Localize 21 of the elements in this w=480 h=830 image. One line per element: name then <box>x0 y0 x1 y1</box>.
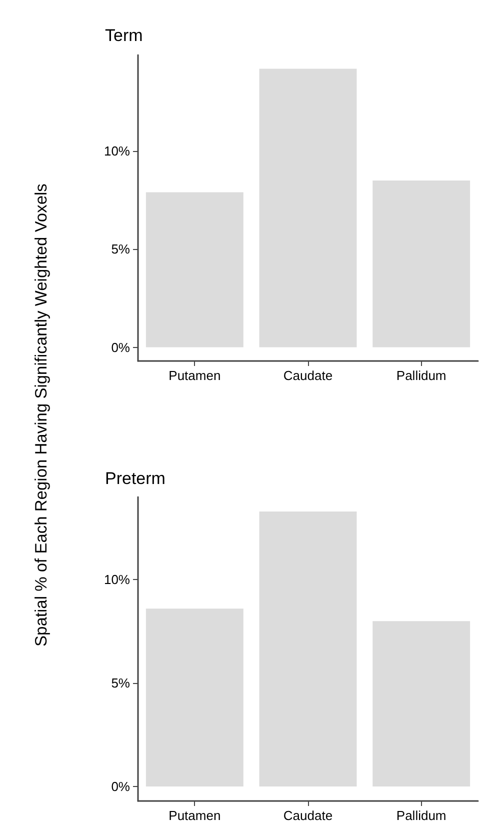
bar <box>259 68 357 348</box>
y-tick-label: 0% <box>111 340 130 355</box>
bar <box>146 608 244 787</box>
y-tick-label: 0% <box>111 779 130 794</box>
y-tick-label: 10% <box>104 144 130 159</box>
y-tick-label: 5% <box>111 676 130 691</box>
y-tick-label: 10% <box>104 572 130 588</box>
bar <box>372 180 470 348</box>
x-tick-label: Putamen <box>168 368 221 383</box>
chart-title: Preterm <box>105 469 166 488</box>
y-axis-title: Spatial % of Each Region Having Significantly Weighted Voxels <box>32 184 52 646</box>
x-tick-label: Caudate <box>283 808 333 823</box>
x-tick-label: Caudate <box>283 368 333 383</box>
chart-title: Term <box>105 26 143 45</box>
bar <box>259 511 357 787</box>
x-tick-label: Pallidum <box>396 808 446 823</box>
x-tick-label: Putamen <box>168 808 221 823</box>
bar <box>372 621 470 787</box>
y-tick-label: 5% <box>111 242 130 257</box>
x-tick-label: Pallidum <box>396 368 446 383</box>
bar <box>146 192 244 348</box>
